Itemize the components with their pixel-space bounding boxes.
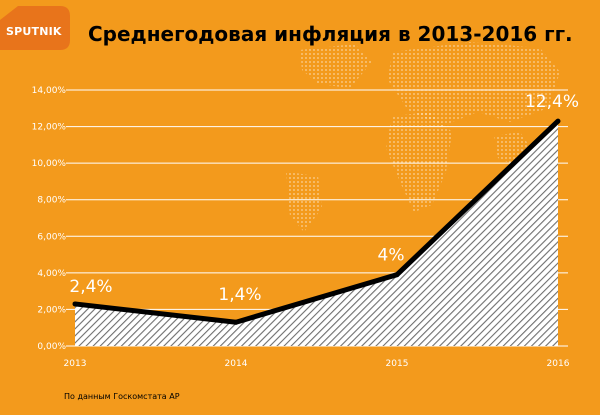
chart-title: Среднегодовая инфляция в 2013-2016 гг. [88,22,573,46]
data-label: 1,4% [218,285,261,305]
sputnik-logo: SPUTNIK [0,6,70,50]
y-tick-label: 4,00% [37,269,66,279]
y-tick-label: 8,00% [37,196,66,206]
series-line [74,119,560,325]
source-note: По данным Госкомстата АР [64,392,180,401]
y-tick-label: 2,00% [37,305,66,315]
data-point [233,319,239,325]
area-fill [75,121,558,346]
x-tick-label: 2016 [547,359,570,369]
logo-badge-icon [0,6,70,50]
y-tick-label: 14,00% [32,86,67,96]
y-tick-label: 0,00% [37,342,66,352]
x-tick-label: 2015 [386,359,409,369]
x-tick-label: 2013 [64,359,87,369]
data-label: 4% [378,246,405,266]
data-label: 2,4% [69,277,112,297]
y-tick-label: 12,00% [32,123,67,133]
x-tick-label: 2014 [225,359,248,369]
data-point [72,301,78,307]
data-point [394,272,400,278]
y-tick-label: 6,00% [37,232,66,242]
data-point [555,118,561,124]
world-map-background [286,42,560,232]
data-label: 12,4% [525,92,579,112]
y-tick-label: 10,00% [32,159,67,169]
logo-text: SPUTNIK [6,25,62,38]
